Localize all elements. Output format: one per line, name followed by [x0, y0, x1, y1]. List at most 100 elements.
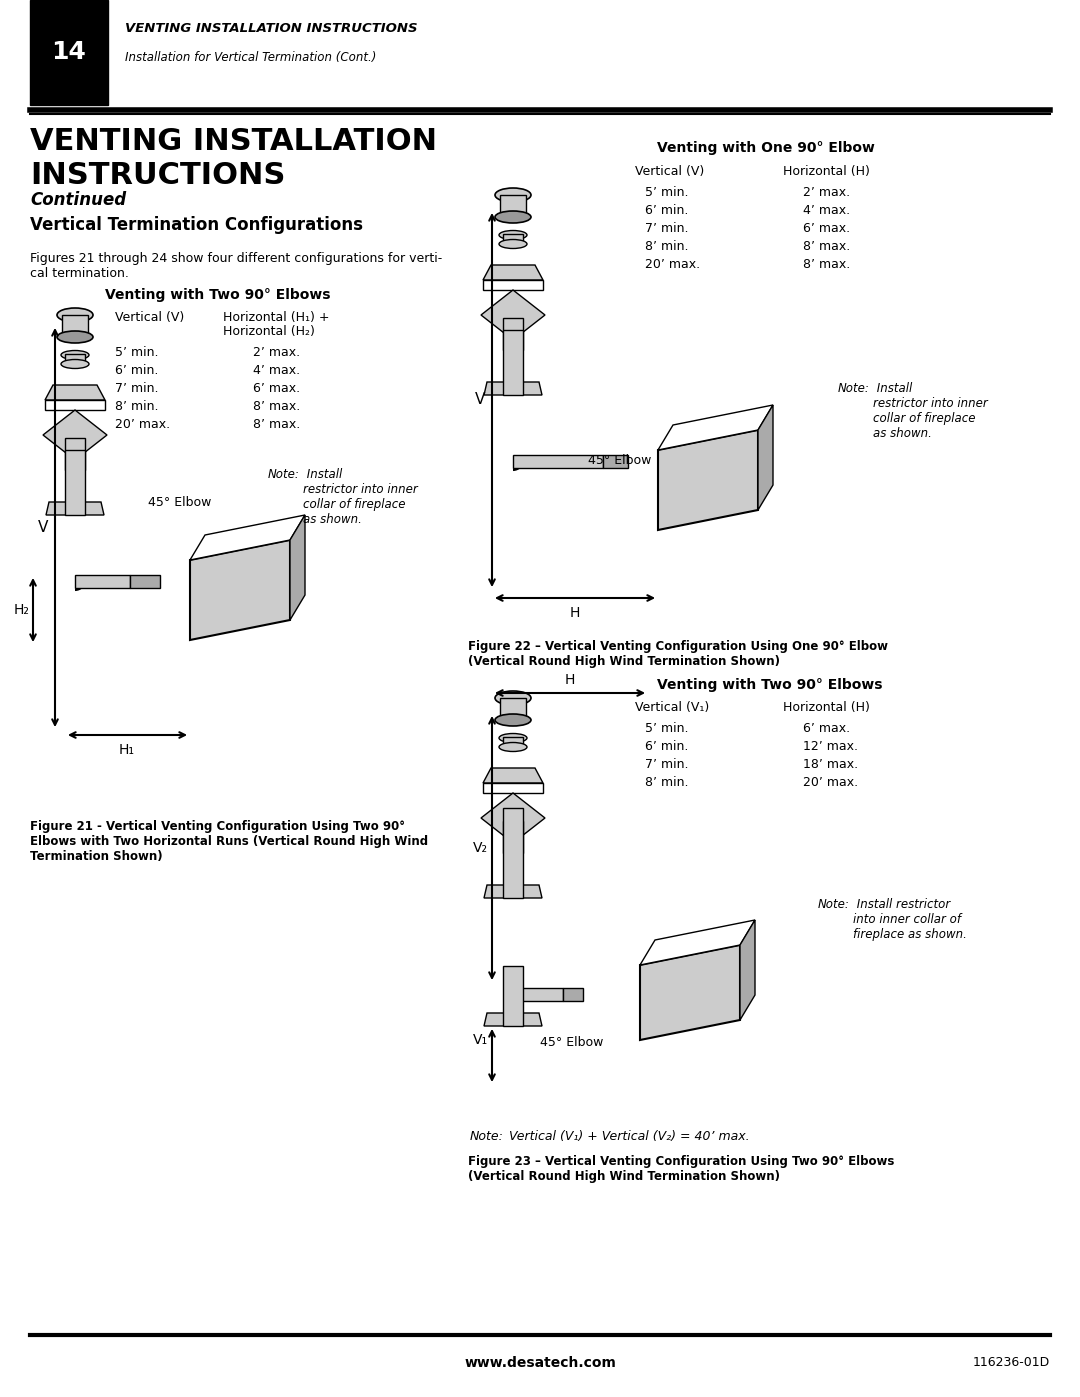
Text: VENTING INSTALLATION: VENTING INSTALLATION — [30, 127, 437, 156]
Bar — [65, 450, 85, 515]
Bar — [65, 353, 85, 365]
Text: Horizontal (H): Horizontal (H) — [783, 165, 869, 177]
Bar — [62, 314, 87, 337]
Text: Horizontal (H₂): Horizontal (H₂) — [222, 326, 315, 338]
Text: 6’ min.: 6’ min. — [645, 204, 688, 217]
Text: 2’ max.: 2’ max. — [253, 346, 300, 359]
Text: Install restrictor
into inner collar of
fireplace as shown.: Install restrictor into inner collar of … — [853, 898, 967, 942]
Text: Horizontal (H): Horizontal (H) — [783, 701, 869, 714]
Text: 6’ max.: 6’ max. — [253, 383, 300, 395]
Polygon shape — [658, 430, 758, 529]
Polygon shape — [484, 1013, 542, 1025]
Text: 6’ max.: 6’ max. — [804, 222, 850, 235]
Text: 8’ min.: 8’ min. — [645, 777, 689, 789]
Text: 7’ min.: 7’ min. — [645, 759, 689, 771]
Text: 5’ min.: 5’ min. — [114, 346, 159, 359]
Text: Vertical (V₁) + Vertical (V₂) = 40’ max.: Vertical (V₁) + Vertical (V₂) = 40’ max. — [505, 1130, 750, 1143]
Text: H: H — [570, 606, 580, 620]
Polygon shape — [740, 921, 755, 1020]
Text: H: H — [565, 673, 576, 687]
Text: 12’ max.: 12’ max. — [804, 740, 858, 753]
Ellipse shape — [499, 239, 527, 249]
Bar — [503, 235, 523, 244]
Text: Vertical Termination Configurations: Vertical Termination Configurations — [30, 217, 363, 235]
Text: 20’ max.: 20’ max. — [645, 257, 700, 271]
Text: 20’ max.: 20’ max. — [804, 777, 859, 789]
Text: Vertical (V): Vertical (V) — [635, 165, 704, 177]
Text: 2’ max.: 2’ max. — [804, 186, 850, 198]
Text: Figures 21 through 24 show four different configurations for verti-
cal terminat: Figures 21 through 24 show four differen… — [30, 251, 442, 279]
Ellipse shape — [57, 307, 93, 321]
Text: Horizontal (H₁) +: Horizontal (H₁) + — [222, 310, 329, 324]
Text: 5’ min.: 5’ min. — [645, 186, 689, 198]
Ellipse shape — [499, 733, 527, 742]
Bar — [503, 965, 523, 1025]
Ellipse shape — [499, 742, 527, 752]
Text: 8’ max.: 8’ max. — [804, 239, 850, 253]
Text: Continued: Continued — [30, 191, 126, 210]
Text: 8’ max.: 8’ max. — [804, 257, 850, 271]
Text: Venting with Two 90° Elbows: Venting with Two 90° Elbows — [105, 288, 330, 302]
Polygon shape — [483, 279, 543, 291]
Text: Note:: Note: — [838, 381, 869, 395]
Text: V: V — [38, 520, 49, 535]
Text: Install
restrictor into inner
collar of fireplace
as shown.: Install restrictor into inner collar of … — [873, 381, 988, 440]
Polygon shape — [483, 768, 543, 782]
Text: 8’ max.: 8’ max. — [253, 419, 300, 432]
Text: Installation for Vertical Termination (Cont.): Installation for Vertical Termination (C… — [125, 52, 376, 64]
Polygon shape — [484, 381, 542, 395]
Text: Venting with One 90° Elbow: Venting with One 90° Elbow — [657, 141, 875, 155]
Polygon shape — [45, 400, 105, 409]
Text: V: V — [475, 393, 485, 408]
Bar — [75, 576, 130, 588]
Bar — [563, 988, 583, 1002]
Text: V₂: V₂ — [473, 841, 487, 855]
Text: 6’ max.: 6’ max. — [804, 722, 850, 735]
Text: Vertical (V): Vertical (V) — [114, 310, 185, 324]
Bar — [513, 988, 563, 1002]
Text: 5’ min.: 5’ min. — [645, 722, 689, 735]
Text: Note:: Note: — [818, 898, 850, 911]
Ellipse shape — [60, 351, 89, 359]
Text: VENTING INSTALLATION INSTRUCTIONS: VENTING INSTALLATION INSTRUCTIONS — [125, 21, 418, 35]
Text: 6’ min.: 6’ min. — [114, 365, 159, 377]
Polygon shape — [481, 793, 545, 842]
Bar — [30, 0, 108, 105]
Text: Figure 22 – Vertical Venting Configuration Using One 90° Elbow
(Vertical Round H: Figure 22 – Vertical Venting Configurati… — [468, 640, 888, 668]
Text: 8’ min.: 8’ min. — [114, 401, 159, 414]
Text: H₁: H₁ — [119, 743, 135, 757]
Ellipse shape — [495, 211, 531, 224]
Bar — [503, 319, 523, 351]
Text: Note:: Note: — [470, 1130, 504, 1143]
Ellipse shape — [495, 714, 531, 726]
Polygon shape — [640, 944, 740, 1039]
Bar — [603, 455, 627, 468]
Ellipse shape — [499, 231, 527, 239]
Text: 45° Elbow: 45° Elbow — [588, 454, 651, 467]
Polygon shape — [640, 921, 755, 965]
Polygon shape — [758, 405, 773, 510]
Polygon shape — [291, 515, 305, 620]
Bar — [503, 807, 523, 898]
Text: 4’ max.: 4’ max. — [804, 204, 850, 217]
Polygon shape — [43, 409, 107, 460]
Text: Install
restrictor into inner
collar of fireplace
as shown.: Install restrictor into inner collar of … — [303, 468, 418, 527]
Polygon shape — [190, 541, 291, 640]
Ellipse shape — [495, 189, 531, 203]
Ellipse shape — [60, 359, 89, 369]
Text: H₂: H₂ — [14, 604, 30, 617]
Text: 18’ max.: 18’ max. — [804, 759, 859, 771]
Text: 7’ min.: 7’ min. — [645, 222, 689, 235]
Polygon shape — [481, 291, 545, 339]
Bar — [503, 738, 523, 747]
Text: Vertical (V₁): Vertical (V₁) — [635, 701, 710, 714]
Text: Figure 23 – Vertical Venting Configuration Using Two 90° Elbows
(Vertical Round : Figure 23 – Vertical Venting Configurati… — [468, 1155, 894, 1183]
Text: 8’ min.: 8’ min. — [645, 239, 689, 253]
Bar — [500, 698, 526, 719]
Bar — [503, 821, 523, 854]
Text: 45° Elbow: 45° Elbow — [148, 496, 212, 509]
Polygon shape — [483, 782, 543, 793]
Text: INSTRUCTIONS: INSTRUCTIONS — [30, 162, 285, 190]
Bar — [65, 439, 85, 469]
Text: 8’ max.: 8’ max. — [253, 401, 300, 414]
